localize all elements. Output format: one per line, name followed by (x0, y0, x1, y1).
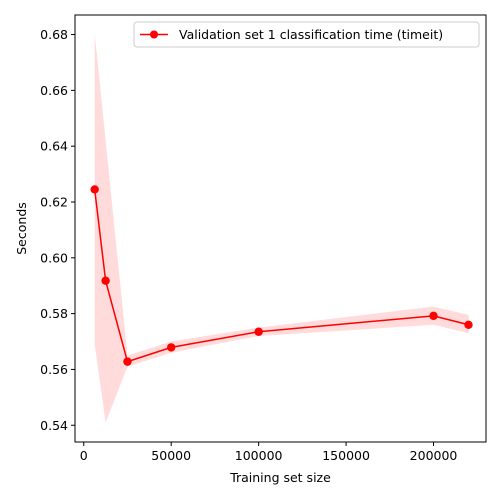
marker-layer (90, 185, 473, 366)
legend-entry-label: Validation set 1 classification time (ti… (179, 27, 443, 42)
series-line-layer (93, 189, 469, 363)
confidence-band (94, 33, 469, 423)
legend-marker-swatch (150, 30, 158, 39)
y-tick-label: 0.60 (40, 250, 68, 265)
data-point (101, 276, 110, 285)
x-axis-ticks: 0 50000 100000 150000 200000 (80, 442, 458, 463)
x-tick-label: 50000 (151, 448, 191, 463)
data-point (166, 343, 176, 352)
y-tick-label: 0.64 (40, 139, 68, 154)
legend: Validation set 1 classification time (ti… (133, 21, 480, 48)
data-point (464, 320, 473, 329)
x-axis-label: Training set size (229, 470, 331, 485)
y-tick-label: 0.58 (40, 306, 68, 321)
x-tick-label: 150000 (322, 448, 370, 463)
data-point (429, 311, 438, 321)
x-tick-label: 200000 (410, 448, 458, 463)
y-tick-label: 0.62 (40, 194, 68, 209)
y-tick-label: 0.68 (40, 27, 68, 42)
y-tick-label: 0.56 (40, 362, 68, 377)
y-tick-label: 0.66 (40, 83, 68, 98)
data-point (254, 327, 263, 336)
y-axis-label: Seconds (14, 202, 29, 255)
y-tick-label: 0.54 (40, 418, 68, 433)
x-tick-label: 100000 (235, 448, 283, 463)
legend-box (133, 21, 480, 48)
y-axis-ticks: 0.54 0.56 0.58 0.60 0.62 0.64 0.66 0.68 (40, 27, 75, 433)
data-point (123, 357, 132, 366)
series-line (93, 189, 469, 363)
x-tick-label: 0 (80, 448, 88, 463)
plot-frame (74, 14, 487, 443)
confidence-band-layer (94, 33, 469, 423)
data-point (90, 185, 99, 194)
